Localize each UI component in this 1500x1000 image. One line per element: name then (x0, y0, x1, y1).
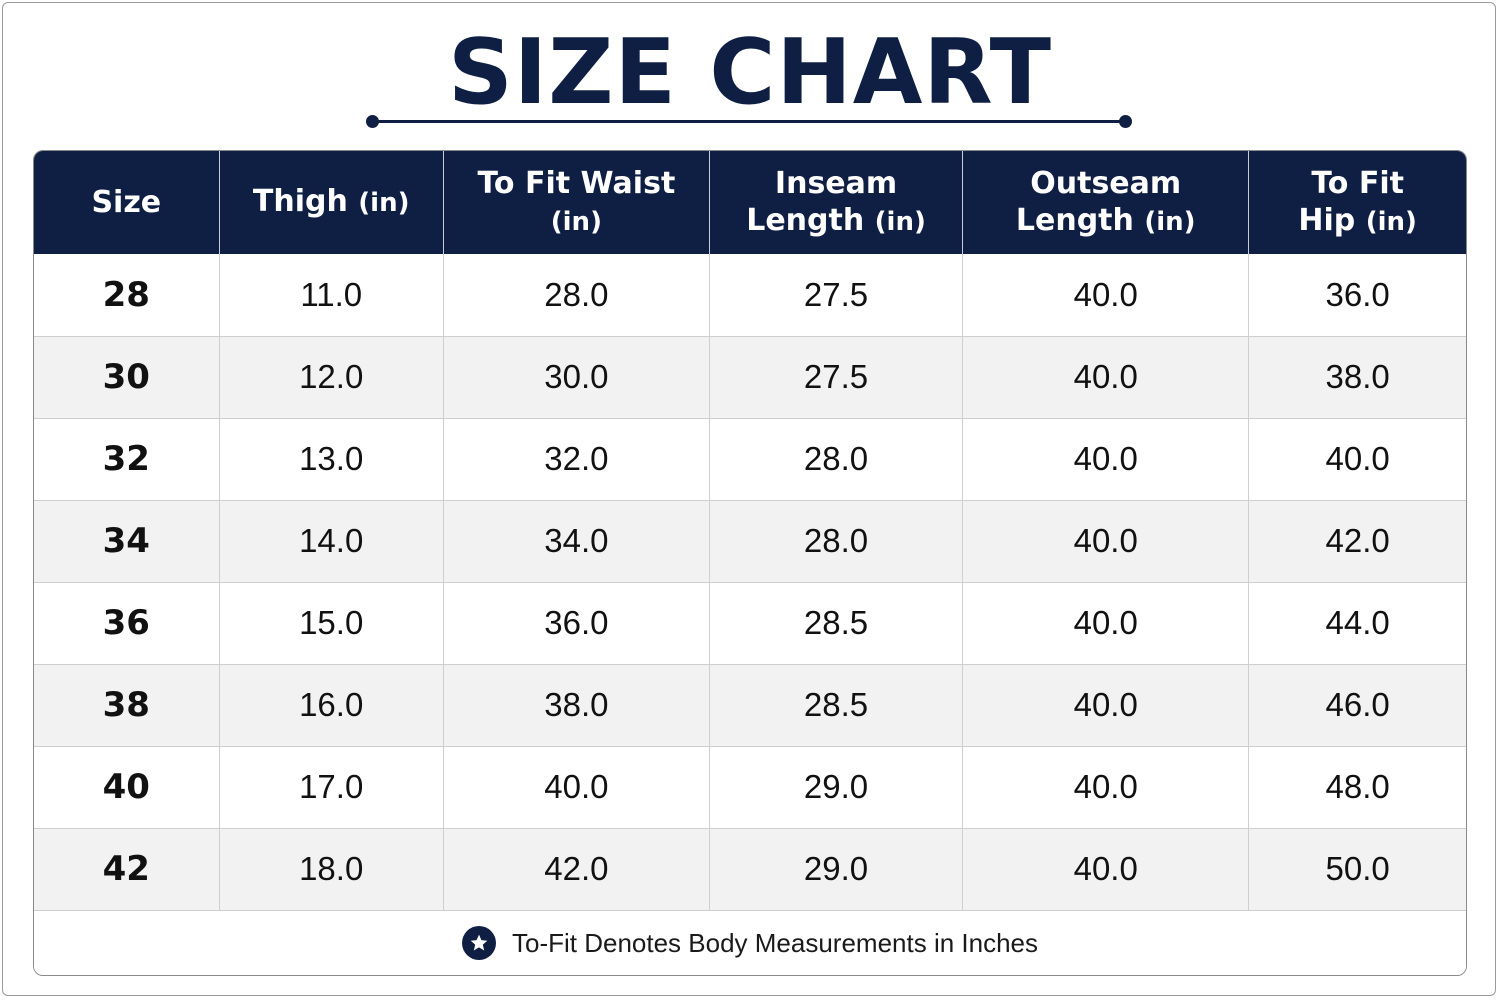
cell-outseam: 40.0 (962, 582, 1250, 665)
header-label: Inseam Length (746, 165, 898, 238)
header-label: Size (91, 185, 162, 220)
header-label: To Fit Waist (477, 165, 676, 201)
cell-inseam: 28.5 (709, 664, 964, 747)
title-underline (372, 120, 1126, 123)
cell-size: 30 (34, 336, 220, 419)
cell-thigh: 13.0 (219, 418, 444, 501)
size-table-container: Size Thigh (in) To Fit Waist (in) Inseam… (33, 150, 1467, 976)
cell-outseam: 40.0 (962, 746, 1250, 829)
cell-hip: 50.0 (1248, 828, 1466, 911)
cell-size: 40 (34, 746, 220, 829)
table-row: 32 13.0 32.0 28.0 40.0 40.0 (34, 418, 1466, 501)
cell-inseam: 27.5 (709, 254, 964, 337)
cell-thigh: 17.0 (219, 746, 444, 829)
cell-size: 32 (34, 418, 220, 501)
cell-hip: 46.0 (1248, 664, 1466, 747)
table-row: 28 11.0 28.0 27.5 40.0 36.0 (34, 254, 1466, 337)
header-unit: (in) (358, 188, 410, 218)
header-waist: To Fit Waist (in) (443, 151, 710, 254)
cell-size: 36 (34, 582, 220, 665)
header-size: Size (34, 151, 220, 254)
cell-hip: 36.0 (1248, 254, 1466, 337)
cell-outseam: 40.0 (962, 336, 1250, 419)
cell-inseam: 28.0 (709, 418, 964, 501)
cell-outseam: 40.0 (962, 828, 1250, 911)
table-row: 38 16.0 38.0 28.5 40.0 46.0 (34, 664, 1466, 747)
cell-thigh: 14.0 (219, 500, 444, 583)
size-table: Size Thigh (in) To Fit Waist (in) Inseam… (34, 151, 1466, 911)
cell-thigh: 18.0 (219, 828, 444, 911)
cell-inseam: 27.5 (709, 336, 964, 419)
header-hip: To Fit Hip (in) (1249, 151, 1466, 254)
cell-thigh: 12.0 (219, 336, 444, 419)
table-row: 30 12.0 30.0 27.5 40.0 38.0 (34, 336, 1466, 419)
table-body: 28 11.0 28.0 27.5 40.0 36.0 30 12.0 30.0 27.5 40.0… (34, 254, 1466, 911)
cell-size: 28 (34, 254, 220, 337)
cell-waist: 36.0 (443, 582, 710, 665)
header-row: Size Thigh (in) To Fit Waist (in) Inseam… (34, 151, 1466, 254)
footer-text: To-Fit Denotes Body Measurements in Inch… (511, 927, 1039, 958)
cell-waist: 40.0 (443, 746, 710, 829)
header-unit: (in) (550, 206, 602, 237)
cell-inseam: 28.0 (709, 500, 964, 583)
cell-hip: 44.0 (1248, 582, 1466, 665)
table-row: 40 17.0 40.0 29.0 40.0 48.0 (34, 746, 1466, 829)
table-row: 34 14.0 34.0 28.0 40.0 42.0 (34, 500, 1466, 583)
cell-waist: 32.0 (443, 418, 710, 501)
cell-hip: 40.0 (1248, 418, 1466, 501)
cell-size: 34 (34, 500, 220, 583)
header-unit: (in) (874, 206, 926, 237)
header-label: Outseam Length (1015, 165, 1182, 238)
cell-thigh: 15.0 (219, 582, 444, 665)
cell-hip: 48.0 (1248, 746, 1466, 829)
header-outseam: Outseam Length (in) (962, 151, 1250, 254)
cell-outseam: 40.0 (962, 254, 1250, 337)
header-label: Thigh (252, 184, 348, 219)
star-icon (461, 926, 496, 960)
header-unit: (in) (1144, 206, 1196, 237)
cell-outseam: 40.0 (962, 418, 1250, 501)
header-inseam: Inseam Length (in) (709, 151, 964, 254)
cell-thigh: 16.0 (219, 664, 444, 747)
header-label: To Fit Hip (1298, 165, 1404, 238)
cell-waist: 42.0 (443, 828, 710, 911)
table-row: 42 18.0 42.0 29.0 40.0 50.0 (34, 828, 1466, 911)
table-header: Size Thigh (in) To Fit Waist (in) Inseam… (34, 151, 1466, 254)
header-thigh: Thigh (in) (219, 151, 444, 254)
table-row: 36 15.0 36.0 28.5 40.0 44.0 (34, 582, 1466, 665)
cell-inseam: 29.0 (709, 828, 964, 911)
cell-outseam: 40.0 (962, 500, 1250, 583)
cell-size: 38 (34, 664, 220, 747)
header-unit: (in) (1365, 206, 1417, 237)
footer-note: To-Fit Denotes Body Measurements in Inch… (34, 910, 1466, 975)
cell-hip: 42.0 (1248, 500, 1466, 583)
cell-outseam: 40.0 (962, 664, 1250, 747)
cell-thigh: 11.0 (219, 254, 444, 337)
page-title: SIZE CHART (447, 20, 1053, 125)
cell-inseam: 29.0 (709, 746, 964, 829)
cell-waist: 34.0 (443, 500, 710, 583)
cell-waist: 28.0 (443, 254, 710, 337)
cell-size: 42 (34, 828, 220, 911)
cell-hip: 38.0 (1248, 336, 1466, 419)
cell-waist: 38.0 (443, 664, 710, 747)
title-rule-right-dot (1119, 115, 1132, 128)
cell-inseam: 28.5 (709, 582, 964, 665)
cell-waist: 30.0 (443, 336, 710, 419)
